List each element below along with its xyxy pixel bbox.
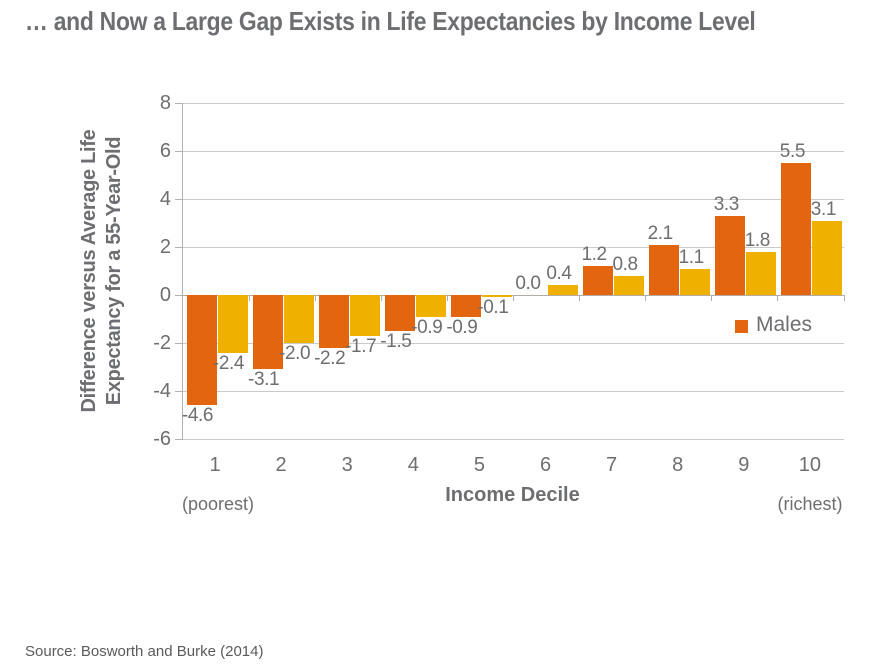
x-axis-sub-label-poorest: (poorest)	[182, 494, 255, 514]
data-label-yellow-series-d3: -1.7	[345, 335, 377, 357]
y-tick-label-0: 0	[159, 284, 171, 306]
plot-area: 8 6 4 2 0 -2 -4 -6 -4.6 -3.1 -2.2 -1.5 -0.9 0.0 1.2 2.1…	[153, 92, 845, 450]
bar-males-d8	[649, 244, 680, 295]
y-axis-title: Difference versus Average Life Expectanc…	[77, 103, 129, 439]
bar-males-d4	[384, 295, 415, 331]
x-boundary-tick-9	[777, 295, 779, 301]
x-tick-label-2: 2	[275, 454, 287, 476]
x-boundary-tick-1	[248, 295, 250, 301]
source-note: Source: Bosworth and Burke (2014)	[25, 643, 264, 660]
bar-yellow-series-d6	[548, 285, 578, 295]
y-tick--6	[175, 438, 183, 440]
bar-males-d9	[715, 215, 746, 295]
legend-swatch-males	[735, 319, 748, 333]
y-tick-8	[175, 102, 183, 104]
data-label-males-d8: 2.1	[647, 222, 674, 244]
y-tick-0	[175, 294, 183, 296]
bar-males-d5	[450, 295, 481, 317]
y-tick--2	[175, 342, 183, 344]
legend: Males	[735, 314, 812, 336]
gridline-2	[183, 246, 844, 248]
data-label-yellow-series-d5: -0.1	[477, 297, 509, 319]
bar-yellow-series-d2	[283, 295, 314, 343]
data-label-males-d9: 3.3	[713, 193, 740, 215]
bar-males-d2	[252, 295, 283, 370]
bar-yellow-series-d1	[217, 295, 248, 353]
x-boundary-tick-5	[513, 295, 514, 301]
y-tick-label-8: 8	[159, 92, 171, 114]
y-tick-label-2: 2	[159, 236, 171, 258]
bar-yellow-series-d3	[349, 295, 380, 336]
x-tick-label-9: 9	[738, 454, 750, 476]
data-label-yellow-series-d6: 0.4	[546, 263, 572, 285]
y-axis-title-line1: Difference versus Average Life	[78, 129, 100, 413]
x-boundary-tick-4	[446, 295, 448, 301]
x-tick-label-1: 1	[209, 454, 221, 476]
chart-title: … and Now a Large Gap Exists in Life Exp…	[25, 6, 756, 36]
data-label-yellow-series-d10: 3.1	[810, 198, 837, 220]
data-label-yellow-series-d8: 1.1	[678, 246, 705, 268]
x-boundary-tick-2	[314, 295, 316, 301]
bar-males-d3	[318, 295, 349, 348]
bar-yellow-series-d10	[812, 220, 843, 295]
y-tick-4	[175, 198, 183, 200]
gridline-4	[183, 198, 844, 200]
bar-males-d10	[781, 163, 812, 295]
x-boundary-tick-7	[645, 295, 647, 301]
y-tick-label-4: 4	[159, 188, 171, 210]
x-axis-sub-label-richest: (richest)	[777, 494, 843, 514]
bar-males-d7	[583, 266, 614, 295]
x-boundary-tick-8	[711, 295, 713, 301]
data-label-males-d5: -0.9	[446, 316, 478, 338]
bar-yellow-series-d9	[746, 251, 777, 295]
data-label-males-d3: -2.2	[314, 347, 346, 369]
gridline--4	[183, 390, 844, 392]
data-label-yellow-series-d9: 1.8	[744, 229, 771, 251]
x-boundary-tick-10	[843, 295, 845, 301]
x-tick-label-5: 5	[473, 454, 485, 476]
y-tick-label--2: -2	[153, 332, 171, 354]
data-label-males-d10: 5.5	[779, 141, 806, 162]
x-tick-label-10: 10	[798, 454, 822, 476]
x-tick-label-8: 8	[672, 454, 684, 476]
data-label-males-d2: -3.1	[248, 369, 280, 391]
x-tick-label-3: 3	[341, 454, 353, 476]
bar-yellow-series-d5	[481, 295, 512, 298]
y-tick-label--4: -4	[153, 380, 171, 402]
x-tick-label-6: 6	[539, 454, 552, 476]
gridline-6	[183, 150, 844, 152]
bar-yellow-series-d4	[415, 295, 446, 317]
data-label-yellow-series-d7: 0.8	[612, 253, 638, 275]
data-label-yellow-series-d1: -2.4	[212, 352, 245, 374]
x-boundary-tick-3	[380, 295, 382, 301]
bar-males-d1	[186, 295, 217, 406]
y-tick-label--6: -6	[153, 428, 171, 450]
gridline--6	[183, 438, 844, 440]
y-tick--4	[175, 390, 183, 392]
data-label-males-d7: 1.2	[581, 244, 607, 266]
y-tick-6	[175, 150, 183, 152]
legend-label-males: Males	[756, 313, 813, 336]
bar-yellow-series-d7	[614, 275, 645, 295]
gridline-8	[183, 102, 844, 104]
data-label-males-d1: -4.6	[181, 405, 214, 427]
x-tick-label-7: 7	[606, 454, 618, 476]
data-label-yellow-series-d2: -2.0	[279, 343, 311, 364]
bar-yellow-series-d8	[680, 268, 711, 295]
data-label-males-d6: 0.0	[515, 273, 541, 294]
x-tick-label-4: 4	[407, 454, 419, 476]
x-boundary-tick-6	[579, 295, 581, 301]
x-axis-tick-labels: 1 2 3 4 5 6 7 8 9 10	[182, 453, 843, 477]
y-tick-label-6: 6	[159, 140, 171, 162]
data-label-yellow-series-d4: -0.9	[411, 316, 443, 338]
data-label-males-d4: -1.5	[380, 331, 412, 352]
x-axis-title: Income Decile	[445, 484, 580, 506]
gridline--2	[183, 342, 844, 344]
y-tick-2	[175, 246, 183, 248]
